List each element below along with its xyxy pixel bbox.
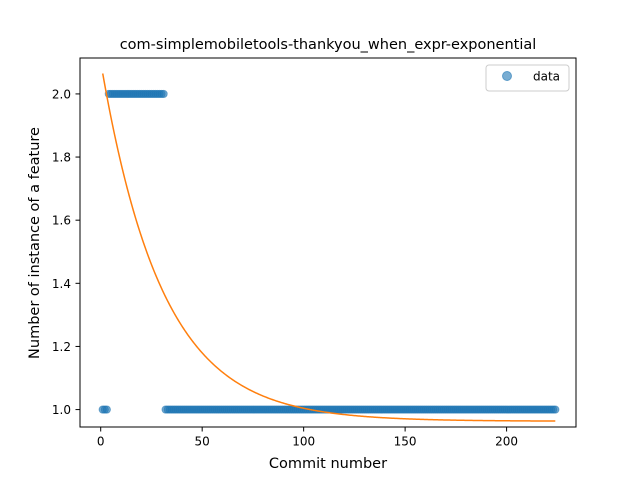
y-axis-label: Number of instance of a feature — [27, 127, 43, 359]
x-tick-label: 200 — [495, 435, 518, 449]
legend: data — [485, 64, 570, 92]
y-tick-label: 2.0 — [52, 87, 71, 101]
legend-label: data — [533, 70, 560, 84]
data-point — [102, 405, 111, 414]
x-tick-label: 100 — [292, 435, 315, 449]
legend-marker — [502, 71, 512, 81]
y-tick-label: 1.6 — [52, 214, 71, 228]
chart-title: com-simplemobiletools-thankyou_when_expr… — [120, 37, 537, 53]
x-tick-label: 0 — [97, 435, 105, 449]
x-tick-label: 150 — [394, 435, 417, 449]
y-tick-label: 1.4 — [52, 277, 71, 291]
y-tick-label: 1.2 — [52, 340, 71, 354]
axes-frame — [79, 57, 577, 428]
y-tick-label: 1.0 — [52, 403, 71, 417]
x-tick-label: 50 — [195, 435, 210, 449]
x-axis-label: Commit number — [269, 456, 387, 472]
x-axis: 0 50 100 150 200 — [97, 427, 518, 449]
fit-curve — [101, 73, 556, 422]
data-point — [551, 405, 560, 414]
data-point — [159, 89, 168, 99]
y-axis: 1.0 1.2 1.4 1.6 1.8 2.0 — [52, 87, 80, 417]
y-tick-label: 1.8 — [52, 151, 71, 165]
plot-area — [98, 73, 560, 422]
